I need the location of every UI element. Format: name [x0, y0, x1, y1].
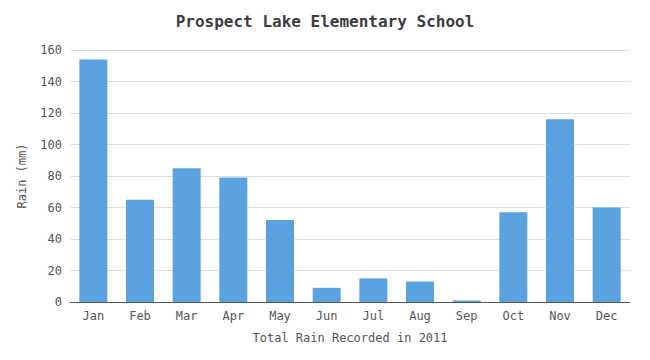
svg-text:Apr: Apr [222, 309, 244, 323]
svg-text:Nov: Nov [549, 309, 571, 323]
svg-text:20: 20 [48, 264, 62, 278]
svg-text:160: 160 [40, 43, 62, 57]
svg-text:Mar: Mar [176, 309, 198, 323]
svg-text:Feb: Feb [129, 309, 151, 323]
svg-text:Aug: Aug [409, 309, 431, 323]
svg-text:Total Rain Recorded in 2011: Total Rain Recorded in 2011 [252, 331, 447, 345]
svg-text:Jun: Jun [316, 309, 338, 323]
svg-text:0: 0 [55, 295, 62, 309]
svg-text:Sep: Sep [456, 309, 478, 323]
svg-text:60: 60 [48, 201, 62, 215]
svg-text:Oct: Oct [502, 309, 524, 323]
svg-text:100: 100 [40, 138, 62, 152]
svg-text:Jan: Jan [82, 309, 104, 323]
svg-text:Jul: Jul [362, 309, 384, 323]
svg-text:80: 80 [48, 169, 62, 183]
svg-text:Rain (mm): Rain (mm) [15, 143, 29, 208]
svg-text:140: 140 [40, 75, 62, 89]
svg-text:Prospect Lake Elementary Schoo: Prospect Lake Elementary School [176, 12, 475, 31]
svg-text:Dec: Dec [596, 309, 618, 323]
svg-text:120: 120 [40, 106, 62, 120]
svg-text:40: 40 [48, 232, 62, 246]
svg-text:May: May [269, 309, 291, 323]
